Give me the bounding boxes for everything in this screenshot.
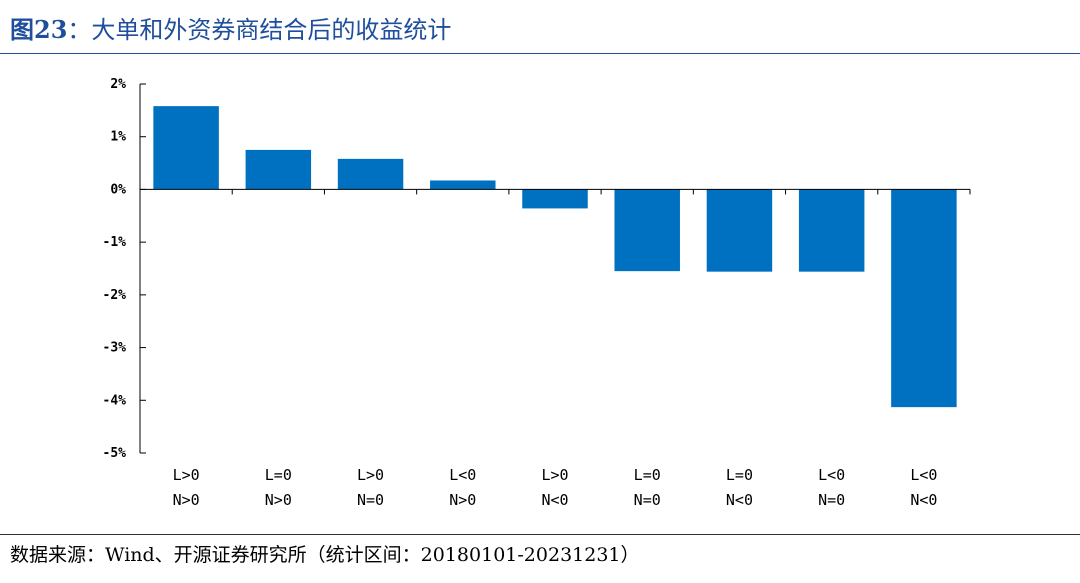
category-label: N<0 [726,491,753,509]
y-tick-label: -3% [103,341,127,356]
category-label: N=0 [634,491,661,509]
category-label: L<0 [818,466,845,484]
y-tick-label: -4% [103,393,127,408]
bar-chart: 2% 1% 0% -1% -2% -3% -4% -5% L>0 N>0 L=0 N>0 L>0 N=0 L… [103,77,971,509]
bar [798,189,865,272]
y-tick-label: 1% [110,130,126,145]
category-label: L<0 [449,466,476,484]
y-tick-label: -1% [103,235,127,250]
figure-number: 图23 [10,15,68,44]
category-label: L>0 [541,466,568,484]
y-tick-label: -2% [103,288,127,303]
category-label: N>0 [265,491,292,509]
title-rule [0,53,1080,54]
bar [891,189,957,408]
bar [614,189,680,272]
category-label: L=0 [726,466,753,484]
category-label: L=0 [265,466,292,484]
category-label: L=0 [634,466,661,484]
category-label: N>0 [173,491,200,509]
bar [337,158,404,190]
category-label: L>0 [357,466,384,484]
category-label: L<0 [910,466,937,484]
figure-title: 图23：大单和外资券商结合后的收益统计 [10,10,451,45]
bar [430,180,496,190]
title-text: 大单和外资券商结合后的收益统计 [91,16,452,44]
title-separator: ： [67,16,92,44]
category-label: N<0 [910,491,937,509]
y-tick-label: 0% [110,182,126,197]
bar [245,149,312,190]
y-tick-label: -5% [103,446,127,461]
bar [706,189,773,272]
category-label: N=0 [818,491,845,509]
bar [522,189,588,209]
category-label: N>0 [449,491,476,509]
source-rule [0,534,1080,535]
category-label: L>0 [173,466,200,484]
category-label: N<0 [541,491,568,509]
bar [153,106,219,190]
source-note: 数据来源：Wind、开源证券研究所（统计区间：20180101-20231231… [10,544,640,566]
category-label: N=0 [357,491,384,509]
y-tick-label: 2% [110,77,126,92]
